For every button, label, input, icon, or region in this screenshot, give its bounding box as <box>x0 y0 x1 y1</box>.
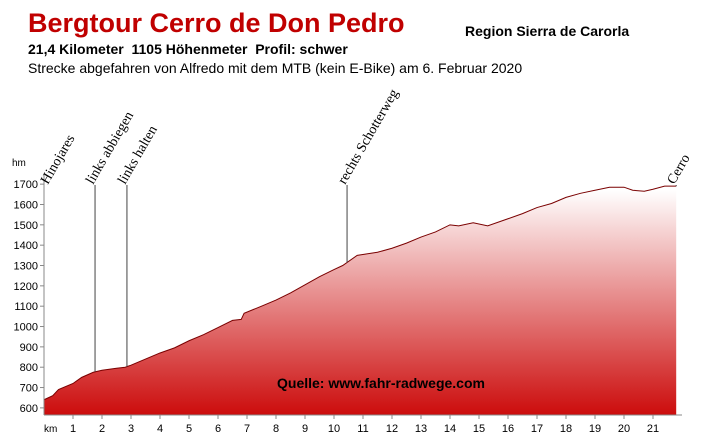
x-tick-label: 12 <box>386 423 398 435</box>
area <box>44 186 677 415</box>
x-axis-label: km <box>44 424 57 435</box>
y-tick-label: 1000 <box>14 322 38 334</box>
profile-line <box>43 185 677 401</box>
y-tick-label: 600 <box>20 403 38 415</box>
annotation-label: Cerro <box>665 152 694 187</box>
source: Quelle: www.fahr-radwege.com <box>277 375 485 391</box>
x-tick-label: 4 <box>157 423 163 435</box>
x-tick-label: 19 <box>589 423 601 435</box>
y-axis-label: hm <box>12 158 26 169</box>
x-tick-label: 18 <box>560 423 572 435</box>
annotation-label: Hinojares <box>38 132 78 187</box>
x-tick-label: 15 <box>473 423 485 435</box>
y-tick-label: 1600 <box>14 199 38 211</box>
description: Strecke abgefahren von Alfredo mit dem M… <box>28 60 522 76</box>
y-tick-label: 1700 <box>14 179 38 191</box>
x-tick-label: 20 <box>618 423 630 435</box>
subtitle: 21,4 Kilometer 1105 Höhenmeter Profil: s… <box>28 41 348 57</box>
annotation-label: rechts Schotterweg <box>336 87 402 187</box>
x-tick-label: 10 <box>328 423 340 435</box>
x-tick-label: 21 <box>647 423 659 435</box>
y-tick-label: 900 <box>20 342 38 354</box>
y-tick-label: 1400 <box>14 240 38 252</box>
x-tick-label: 8 <box>273 423 279 435</box>
x-tick-label: 11 <box>357 423 368 435</box>
y-tick-label: 1300 <box>14 261 38 273</box>
y-tick-label: 1100 <box>14 301 38 313</box>
x-tick-label: 1 <box>70 423 76 435</box>
x-tick-label: 13 <box>415 423 427 435</box>
y-tick-label: 1500 <box>14 220 38 232</box>
x-tick-label: 17 <box>531 423 543 435</box>
y-tick-label: 700 <box>20 383 38 395</box>
x-tick-label: 14 <box>444 423 456 435</box>
chart-title: Bergtour Cerro de Don Pedro <box>28 8 405 38</box>
x-tick-label: 3 <box>128 423 134 435</box>
x-tick-label: 9 <box>302 423 308 435</box>
y-tick-label: 800 <box>20 362 38 374</box>
y-tick-label: 1200 <box>14 281 38 293</box>
x-tick-label: 16 <box>502 423 514 435</box>
x-tick-label: 6 <box>215 423 221 435</box>
region: Region Sierra de Carorla <box>465 23 629 39</box>
x-tick-label: 7 <box>244 423 250 435</box>
x-tick-label: 2 <box>99 423 105 435</box>
x-tick-label: 5 <box>186 423 192 435</box>
